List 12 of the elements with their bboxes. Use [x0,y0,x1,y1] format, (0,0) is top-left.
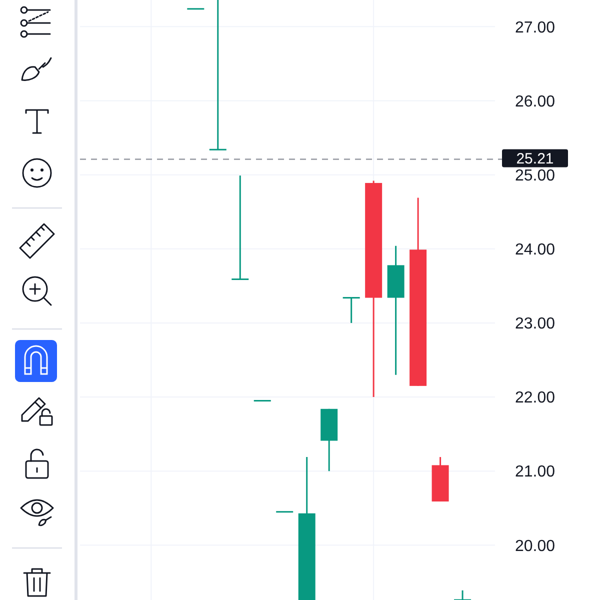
y-tick-label: 22.00 [514,390,556,407]
y-tick-label: 27.00 [514,19,556,36]
candlestick [342,297,360,324]
y-tick-label: 20.00 [514,538,556,555]
y-tick-label: 21.00 [514,464,556,481]
y-tick-label: 23.00 [514,316,556,333]
ref-line-label: 25.21 [516,150,554,168]
y-tick-label: 26.00 [514,93,556,110]
candlestick [209,0,226,150]
y-tick-label: 25.00 [514,167,556,184]
candlestick [232,174,249,280]
y-tick-label: 24.00 [514,241,556,258]
